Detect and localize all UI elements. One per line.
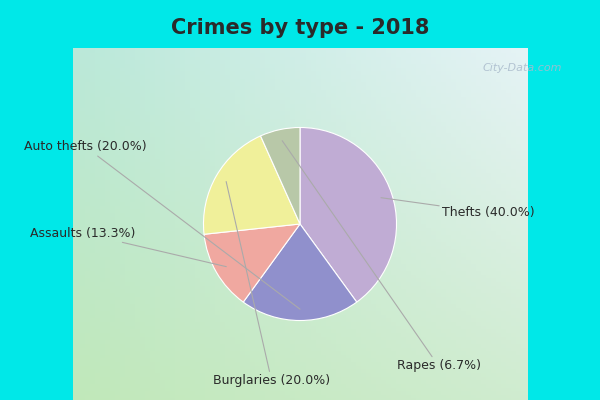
- Wedge shape: [260, 128, 300, 224]
- Wedge shape: [203, 136, 300, 234]
- Text: Auto thefts (20.0%): Auto thefts (20.0%): [24, 140, 300, 309]
- Text: City-Data.com: City-Data.com: [482, 63, 562, 73]
- Text: Burglaries (20.0%): Burglaries (20.0%): [213, 182, 330, 387]
- Wedge shape: [243, 224, 357, 320]
- Text: Assaults (13.3%): Assaults (13.3%): [30, 226, 226, 267]
- Wedge shape: [300, 128, 397, 302]
- Text: Rapes (6.7%): Rapes (6.7%): [282, 141, 481, 372]
- Text: Thefts (40.0%): Thefts (40.0%): [381, 198, 535, 219]
- Text: Crimes by type - 2018: Crimes by type - 2018: [171, 18, 429, 38]
- Wedge shape: [204, 224, 300, 302]
